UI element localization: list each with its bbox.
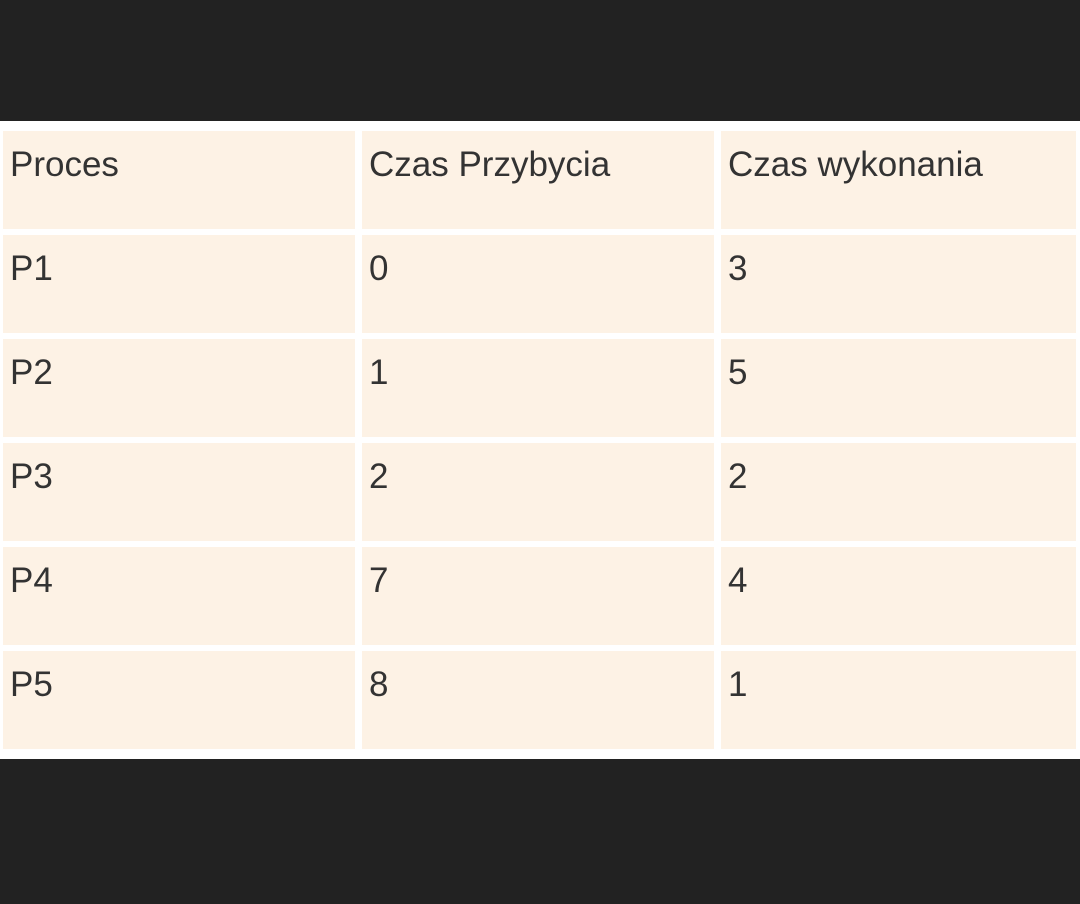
table-cell: 2 xyxy=(721,443,1076,541)
table-cell: 1 xyxy=(721,651,1076,749)
cell-text: P1 xyxy=(10,249,53,288)
table-row: P5 8 1 xyxy=(3,651,1076,749)
table-cell: 1 xyxy=(362,339,714,437)
cell-text: 1 xyxy=(369,353,389,392)
table-row: P3 2 2 xyxy=(3,443,1076,541)
cell-text: 2 xyxy=(369,457,389,496)
table-cell: 2 xyxy=(362,443,714,541)
table-cell: P2 xyxy=(3,339,355,437)
cell-text: 1 xyxy=(728,665,748,704)
cell-text: 2 xyxy=(728,457,748,496)
table-cell: 4 xyxy=(721,547,1076,645)
header-label-proces: Proces xyxy=(10,145,119,184)
cell-text: 7 xyxy=(369,561,389,600)
table-cell: 5 xyxy=(721,339,1076,437)
table-cell: P5 xyxy=(3,651,355,749)
cell-text: P3 xyxy=(10,457,53,496)
table-row: P1 0 3 xyxy=(3,235,1076,333)
table-cell: 3 xyxy=(721,235,1076,333)
header-cell-proces: Proces xyxy=(3,131,355,229)
header-label-czas-przybycia: Czas Przybycia xyxy=(369,145,611,184)
cell-text: 8 xyxy=(369,665,389,704)
table-row: P4 7 4 xyxy=(3,547,1076,645)
table-cell: 8 xyxy=(362,651,714,749)
table-header-row: Proces Czas Przybycia Czas wykonania xyxy=(3,131,1076,229)
table-cell: 7 xyxy=(362,547,714,645)
cell-text: 3 xyxy=(728,249,748,288)
table-cell: P1 xyxy=(3,235,355,333)
table-row: P2 1 5 xyxy=(3,339,1076,437)
process-table-frame: Proces Czas Przybycia Czas wykonania P1 … xyxy=(0,121,1080,759)
table-cell: 0 xyxy=(362,235,714,333)
table-cell: P4 xyxy=(3,547,355,645)
cell-text: 0 xyxy=(369,249,389,288)
cell-text: P4 xyxy=(10,561,53,600)
header-cell-czas-wykonania: Czas wykonania xyxy=(721,131,1076,229)
cell-text: 4 xyxy=(728,561,748,600)
process-table: Proces Czas Przybycia Czas wykonania P1 … xyxy=(0,125,1080,755)
cell-text: 5 xyxy=(728,353,748,392)
header-label-czas-wykonania: Czas wykonania xyxy=(728,145,983,184)
cell-text: P5 xyxy=(10,665,53,704)
header-cell-czas-przybycia: Czas Przybycia xyxy=(362,131,714,229)
table-cell: P3 xyxy=(3,443,355,541)
cell-text: P2 xyxy=(10,353,53,392)
